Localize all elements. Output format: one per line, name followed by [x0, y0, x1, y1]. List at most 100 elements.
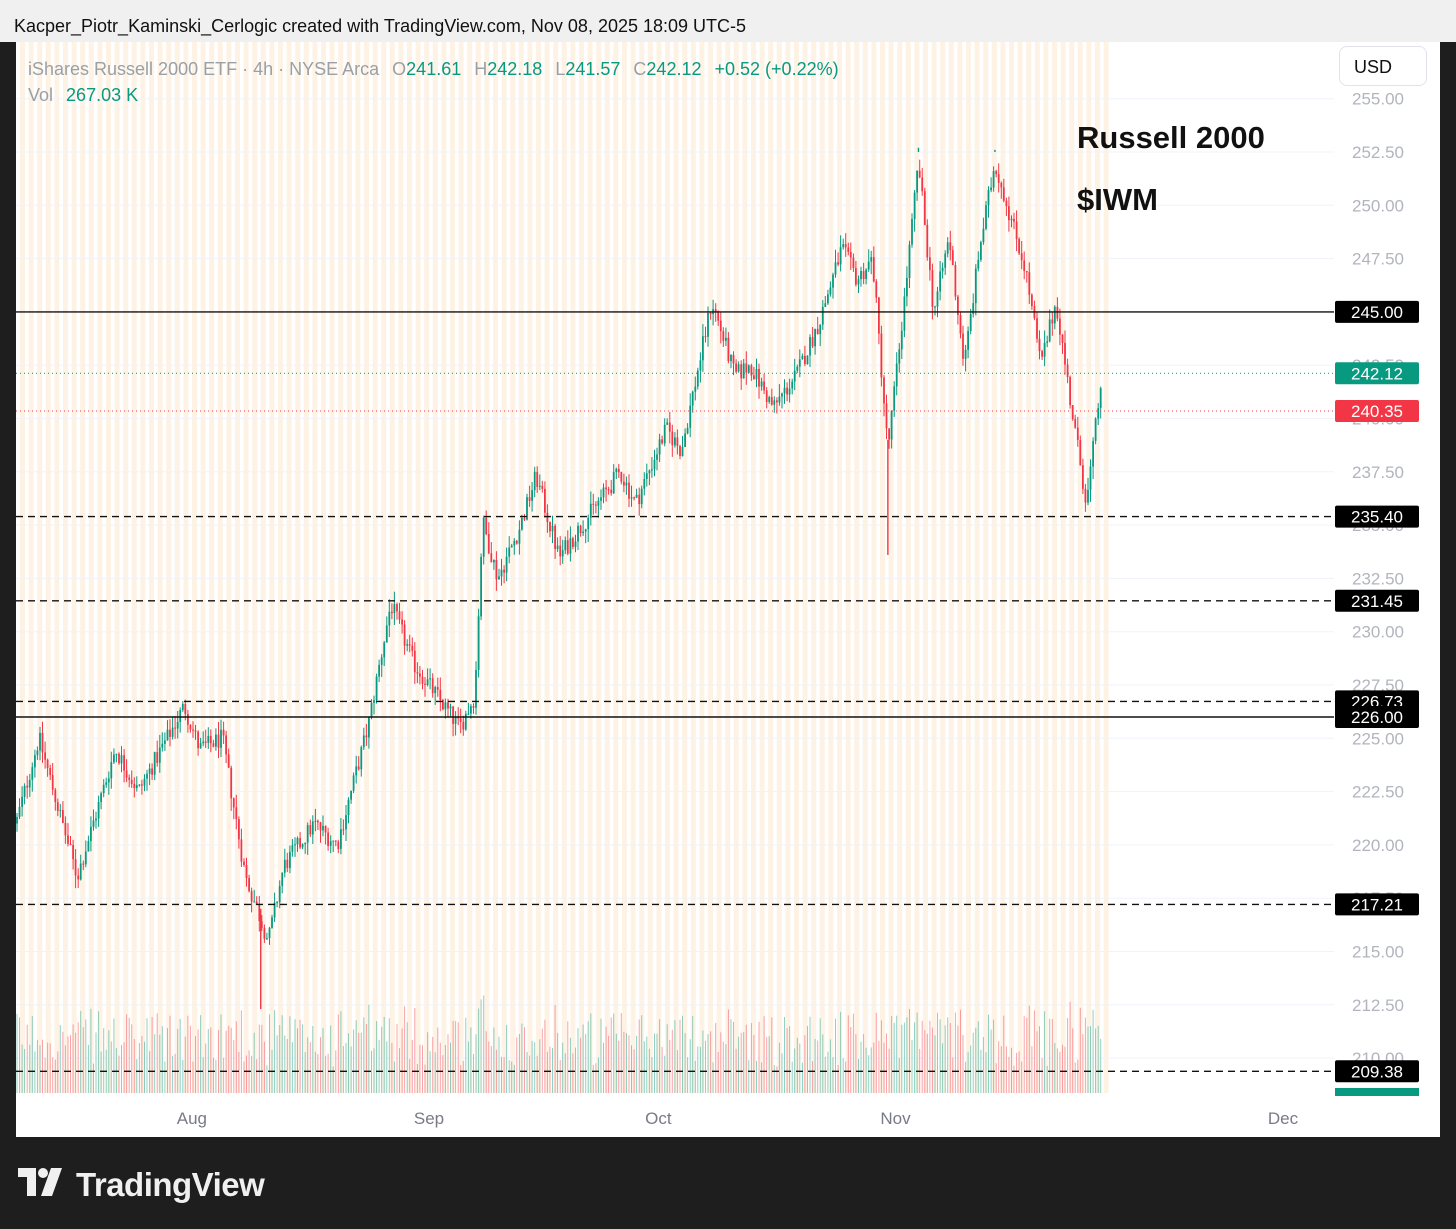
candle-body [95, 818, 97, 821]
candle-body [1074, 419, 1077, 428]
candle-body [923, 191, 926, 225]
candle-body [365, 735, 368, 738]
candle-body [385, 625, 388, 643]
chart-canvas[interactable]: 255.00252.50250.00247.50245.00242.50240.… [16, 42, 1440, 1137]
candle-body [732, 355, 735, 364]
candle-body [179, 710, 182, 722]
candle-body [916, 170, 918, 193]
candle-body [34, 755, 36, 768]
candle-body [1056, 306, 1059, 319]
candle-body [337, 841, 340, 849]
session-band [441, 42, 447, 1093]
currency-button[interactable]: USD [1339, 46, 1427, 86]
candle-body [84, 851, 87, 865]
candle-body [345, 815, 347, 830]
candle-body [485, 517, 488, 534]
candle-body [467, 713, 470, 715]
candle-body [317, 820, 319, 823]
snapshot-header: Kacper_Piotr_Kaminski_Cerlogic created w… [0, 0, 1456, 42]
session-band [200, 42, 206, 1093]
candle-body [875, 281, 878, 298]
candle-body [271, 917, 273, 928]
candle-body [1092, 440, 1094, 467]
session-shading [20, 42, 1109, 1093]
session-band [699, 42, 705, 1093]
candle-body [521, 518, 523, 530]
session-band [286, 42, 292, 1093]
session-band [346, 42, 352, 1093]
session-band [226, 42, 232, 1093]
candle-body [416, 672, 419, 674]
session-band [131, 42, 137, 1093]
session-band [1026, 42, 1032, 1093]
candle-body [944, 253, 947, 268]
session-band [97, 42, 103, 1093]
session-band [957, 42, 963, 1093]
session-band [759, 42, 765, 1093]
level-label: 235.40 [1351, 508, 1403, 527]
candle-body [781, 393, 783, 397]
candle-body [360, 747, 363, 770]
session-band [940, 42, 946, 1093]
tradingview-logo: TradingView [18, 1166, 278, 1206]
session-band [837, 42, 842, 1093]
volume-label: Vol [28, 85, 54, 105]
candle-body [362, 735, 365, 748]
candle-body [717, 311, 720, 321]
candle-body [653, 459, 656, 470]
candle-body [982, 228, 985, 243]
candle-body [424, 683, 426, 685]
session-band [80, 42, 86, 1093]
candle-body [62, 810, 64, 823]
candle-body [600, 497, 602, 501]
price-tick-label: 227.50 [1352, 676, 1404, 695]
candle-body [903, 296, 906, 331]
candle-body [898, 349, 901, 364]
candle-body [408, 644, 411, 646]
level-label-box [1335, 505, 1419, 528]
candle-body [1061, 334, 1064, 343]
candle-body [974, 268, 977, 304]
session-band [389, 42, 395, 1093]
candle-body [401, 619, 403, 625]
candle-body [21, 796, 23, 807]
candle-body [1015, 221, 1018, 240]
candle-body [847, 247, 850, 252]
candle-body [158, 747, 161, 763]
candle-body [597, 500, 600, 506]
price-tick-label: 252.50 [1352, 143, 1404, 162]
candle-body [189, 724, 192, 730]
candle-body [758, 368, 760, 387]
candle-body [1069, 377, 1071, 406]
session-band [140, 42, 146, 1093]
time-tick-label: Dec [1268, 1109, 1299, 1128]
candle-body [44, 752, 46, 760]
close-value: 242.12 [646, 59, 702, 79]
candle-body [281, 872, 284, 886]
chart-frame[interactable]: 255.00252.50250.00247.50245.00242.50240.… [16, 42, 1440, 1137]
candle-body [212, 743, 215, 747]
session-band [295, 42, 301, 1093]
candle-body [941, 267, 944, 272]
candle-body [934, 306, 936, 308]
price-marker-label-box [1335, 362, 1419, 385]
session-band [303, 42, 309, 1093]
candle-body [215, 734, 217, 747]
candle-body [811, 337, 814, 347]
candle-body [248, 878, 250, 892]
candle-body [26, 785, 29, 788]
price-tick-label: 255.00 [1352, 90, 1404, 109]
session-band [63, 42, 68, 1093]
candle-body [477, 616, 480, 670]
time-axis: Aug Sep Oct Nov Dec [177, 1109, 1299, 1128]
candle-body [1020, 253, 1023, 261]
session-band [587, 42, 593, 1093]
candle-body [661, 439, 663, 444]
candle-body [243, 861, 245, 865]
level-label: 245.00 [1351, 303, 1403, 322]
candle-body [283, 859, 286, 873]
candle-body [699, 360, 702, 371]
candle-body [18, 806, 21, 817]
candle-body [23, 785, 26, 797]
candle-body [666, 422, 669, 425]
